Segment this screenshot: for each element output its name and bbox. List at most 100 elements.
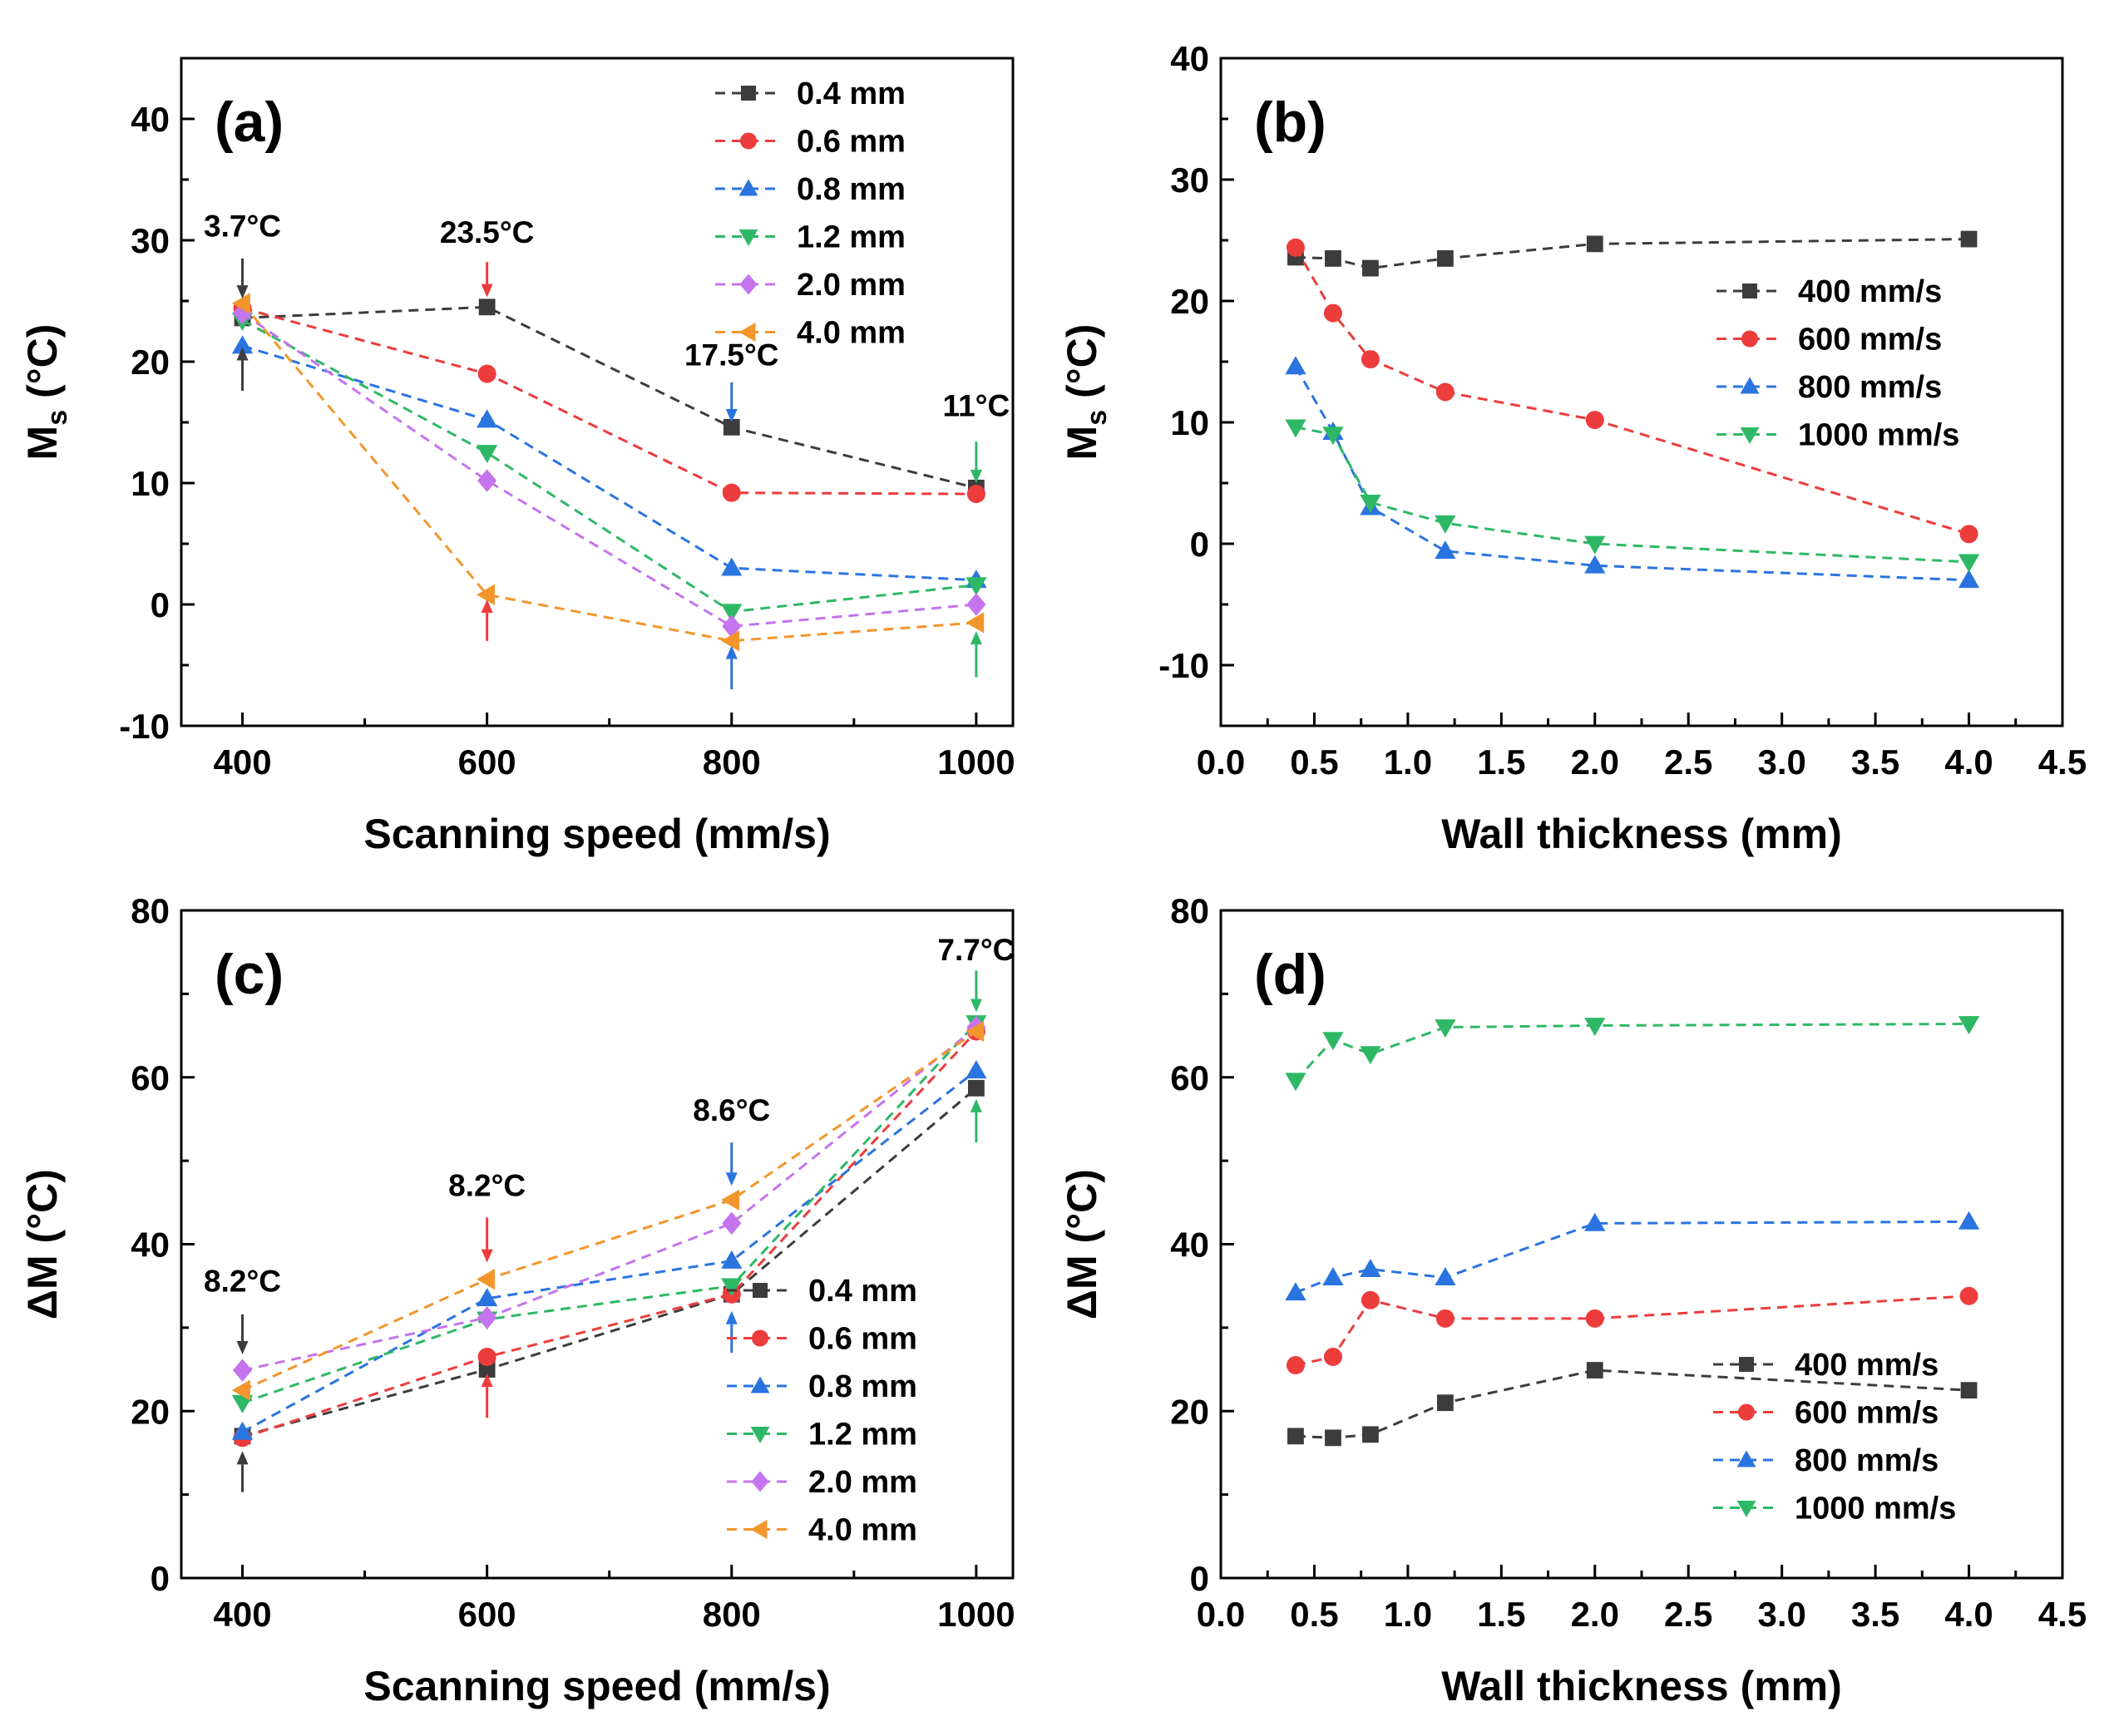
data-point bbox=[1959, 1286, 1978, 1305]
x-tick-label: 1000 bbox=[937, 742, 1015, 782]
legend: 400 mm/s 600 mm/s 800 mm/s 1000 mm/s bbox=[1713, 1348, 1956, 1526]
y-axis-title-unit: (°C) bbox=[19, 1169, 66, 1255]
series-4-0-mm bbox=[231, 293, 985, 652]
legend: 0.4 mm 0.6 mm 0.8 mm 1.2 mm 2.0 mm 4.0 mm bbox=[727, 1274, 917, 1548]
legend-marker bbox=[738, 179, 758, 196]
legend-label: 1000 mm/s bbox=[1798, 418, 1959, 453]
panel-label: (a) bbox=[215, 91, 284, 154]
x-axis-title: Wall thickness (mm) bbox=[1441, 811, 1842, 857]
data-point bbox=[476, 445, 498, 464]
x-tick-label: 1000 bbox=[937, 1595, 1015, 1634]
annotation-arrow-head bbox=[236, 1340, 249, 1354]
data-point bbox=[1435, 515, 1456, 534]
legend-item: 1.2 mm bbox=[715, 220, 906, 255]
x-tick-label: 4.5 bbox=[2038, 1595, 2087, 1634]
annotation-label: 23.5°C bbox=[440, 215, 535, 249]
legend-item: 0.8 mm bbox=[715, 172, 906, 207]
x-axis-title: Wall thickness (mm) bbox=[1441, 1663, 1842, 1709]
annotation-arrow bbox=[481, 262, 493, 298]
data-point bbox=[1286, 1356, 1305, 1375]
annotation-label: 11°C bbox=[943, 389, 1010, 423]
series-line bbox=[242, 1030, 977, 1439]
series-0-8-mm bbox=[231, 1060, 987, 1440]
data-point bbox=[1435, 1019, 1456, 1038]
annotation: 23.5°C bbox=[440, 215, 535, 641]
data-point bbox=[231, 1394, 254, 1413]
data-point bbox=[966, 1020, 985, 1043]
legend-label: 2.0 mm bbox=[808, 1465, 917, 1500]
y-axis-title-unit: (°C) bbox=[1059, 324, 1105, 410]
legend-label: 4.0 mm bbox=[797, 316, 906, 351]
legend-marker bbox=[751, 1471, 769, 1492]
y-tick-label: 60 bbox=[131, 1058, 170, 1097]
annotation-arrow bbox=[725, 382, 738, 422]
x-tick-label: 4.5 bbox=[2038, 742, 2087, 782]
annotation-arrow-head bbox=[970, 470, 982, 483]
y-tick-label: 10 bbox=[131, 464, 170, 503]
series-400-mm-s bbox=[1287, 230, 1978, 277]
annotation-label: 8.6°C bbox=[693, 1093, 770, 1127]
data-point bbox=[477, 469, 497, 492]
series-line bbox=[1295, 426, 1969, 564]
data-point bbox=[476, 584, 495, 605]
data-point bbox=[721, 557, 743, 576]
series-line bbox=[241, 1069, 977, 1433]
legend-marker bbox=[1736, 1450, 1756, 1467]
data-point bbox=[966, 485, 985, 504]
data-point bbox=[722, 1211, 742, 1235]
annotation: 3.7°C bbox=[204, 210, 281, 392]
data-point bbox=[1361, 350, 1380, 369]
x-tick-label: 800 bbox=[703, 1595, 761, 1634]
annotation-arrow bbox=[970, 1098, 982, 1143]
chart-panel-a: 400 600 800 1000 -10 0 10 20 30 40 Scanning speed … bbox=[19, 57, 1015, 857]
plot-frame bbox=[180, 909, 1015, 1580]
data-point bbox=[1958, 570, 1980, 589]
legend-item: 2.0 mm bbox=[715, 268, 906, 303]
series-line bbox=[1294, 247, 1969, 535]
y-tick-label: 40 bbox=[1170, 1226, 1209, 1265]
legend: 0.4 mm 0.6 mm 0.8 mm 1.2 mm 2.0 mm 4.0 mm bbox=[715, 76, 906, 351]
data-point bbox=[1584, 1212, 1606, 1231]
annotation: 8.6°C bbox=[693, 1093, 770, 1353]
data-point bbox=[966, 577, 987, 596]
x-tick-label: 400 bbox=[213, 1595, 271, 1634]
legend: 400 mm/s 600 mm/s 800 mm/s 1000 mm/s bbox=[1716, 274, 1959, 453]
data-point bbox=[1958, 1016, 1980, 1035]
legend-marker bbox=[753, 1283, 768, 1298]
data-point bbox=[1584, 555, 1606, 574]
data-point bbox=[478, 298, 496, 316]
legend-label: 0.6 mm bbox=[808, 1322, 917, 1357]
data-point bbox=[1585, 1309, 1604, 1328]
legend-label: 800 mm/s bbox=[1798, 370, 1942, 405]
data-point bbox=[1286, 238, 1305, 257]
annotation-arrow bbox=[970, 441, 982, 483]
data-point bbox=[1325, 1429, 1341, 1447]
data-point bbox=[1958, 1211, 1980, 1230]
data-point bbox=[1322, 1032, 1344, 1051]
y-tick-label: 60 bbox=[1170, 1058, 1209, 1097]
legend-item: 400 mm/s bbox=[1713, 1348, 1939, 1383]
x-tick-label: 2.0 bbox=[1571, 742, 1619, 782]
annotation-arrow bbox=[970, 970, 982, 1013]
data-point bbox=[232, 1359, 253, 1382]
series-line bbox=[242, 305, 977, 490]
annotation-arrow bbox=[725, 1142, 738, 1186]
y-axis-title-unit: (°C) bbox=[19, 324, 66, 410]
legend-item: 0.6 mm bbox=[727, 1322, 917, 1357]
data-point bbox=[1586, 1362, 1603, 1378]
annotation: 11°C bbox=[943, 389, 1010, 678]
data-point bbox=[1360, 1258, 1381, 1277]
legend-marker bbox=[738, 323, 756, 342]
plot-frame bbox=[1219, 909, 2064, 1580]
annotation-arrow-head bbox=[481, 284, 493, 298]
legend-item: 800 mm/s bbox=[1716, 370, 1942, 405]
y-tick-label: 40 bbox=[1170, 39, 1209, 78]
data-point bbox=[1435, 1309, 1455, 1328]
y-tick-label: 0 bbox=[1190, 1559, 1209, 1598]
legend-marker bbox=[1738, 1403, 1755, 1421]
x-tick-label: 600 bbox=[458, 1595, 516, 1634]
data-point bbox=[1360, 1046, 1381, 1065]
legend-item: 0.8 mm bbox=[727, 1369, 917, 1404]
y-axis-title-main: M bbox=[19, 426, 66, 461]
